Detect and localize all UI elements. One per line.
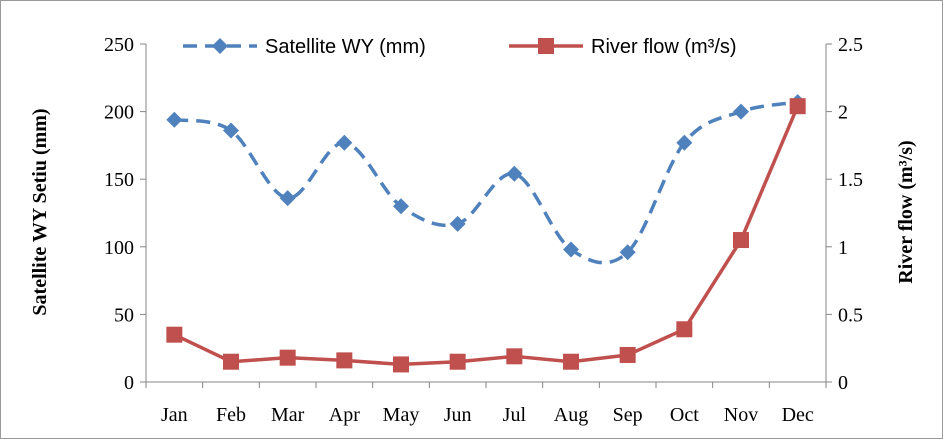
data-point-river-flow-apr — [336, 352, 352, 368]
data-point-river-flow-jan — [166, 327, 182, 343]
data-point-river-flow-jul — [506, 348, 522, 364]
y-tick-label: 0 — [124, 372, 134, 394]
x-tick-label-aug: Aug — [554, 404, 588, 426]
data-point-river-flow-oct — [676, 321, 692, 337]
x-tick-label-jul: Jul — [503, 404, 527, 426]
data-point-river-flow-may — [393, 356, 409, 372]
y2-tick-label: 0 — [838, 372, 848, 394]
y2-axis-title: River flow (m³/s) — [895, 140, 917, 283]
data-point-river-flow-dec — [790, 98, 806, 114]
data-point-river-flow-sep — [620, 347, 636, 363]
y-tick-label: 200 — [104, 102, 134, 124]
legend-label-satellite: Satellite WY (mm) — [265, 36, 426, 58]
x-tick-label-dec: Dec — [782, 404, 814, 426]
x-tick-label-may: May — [383, 404, 420, 426]
y2-tick-label: 1.5 — [838, 169, 863, 191]
y-tick-label: 100 — [104, 237, 134, 259]
y-tick-label: 150 — [104, 169, 134, 191]
x-tick-label-mar: Mar — [271, 404, 305, 426]
y2-tick-label: 1 — [838, 237, 848, 259]
x-tick-label-apr: Apr — [329, 404, 360, 426]
legend-label-river-flow: River flow (m³/s) — [591, 36, 737, 58]
legend-marker-river-flow — [538, 38, 554, 54]
x-tick-label-sep: Sep — [613, 404, 643, 426]
data-point-river-flow-aug — [563, 354, 579, 370]
x-tick-label-nov: Nov — [724, 404, 758, 426]
y-axis-title: Satellite WY Setiu (mm) — [29, 108, 51, 315]
data-point-river-flow-jun — [450, 354, 466, 370]
y-tick-label: 50 — [114, 304, 134, 326]
data-point-river-flow-feb — [223, 354, 239, 370]
y2-tick-label: 2 — [838, 102, 848, 124]
y2-tick-label: 0.5 — [838, 304, 863, 326]
y-tick-label: 250 — [104, 34, 134, 56]
data-point-river-flow-nov — [733, 232, 749, 248]
x-tick-label-feb: Feb — [216, 404, 246, 426]
x-tick-label-jan: Jan — [161, 404, 188, 426]
y2-tick-label: 2.5 — [838, 34, 863, 56]
x-tick-label-jun: Jun — [444, 404, 472, 426]
data-point-river-flow-mar — [280, 350, 296, 366]
x-tick-label-oct: Oct — [670, 404, 699, 426]
